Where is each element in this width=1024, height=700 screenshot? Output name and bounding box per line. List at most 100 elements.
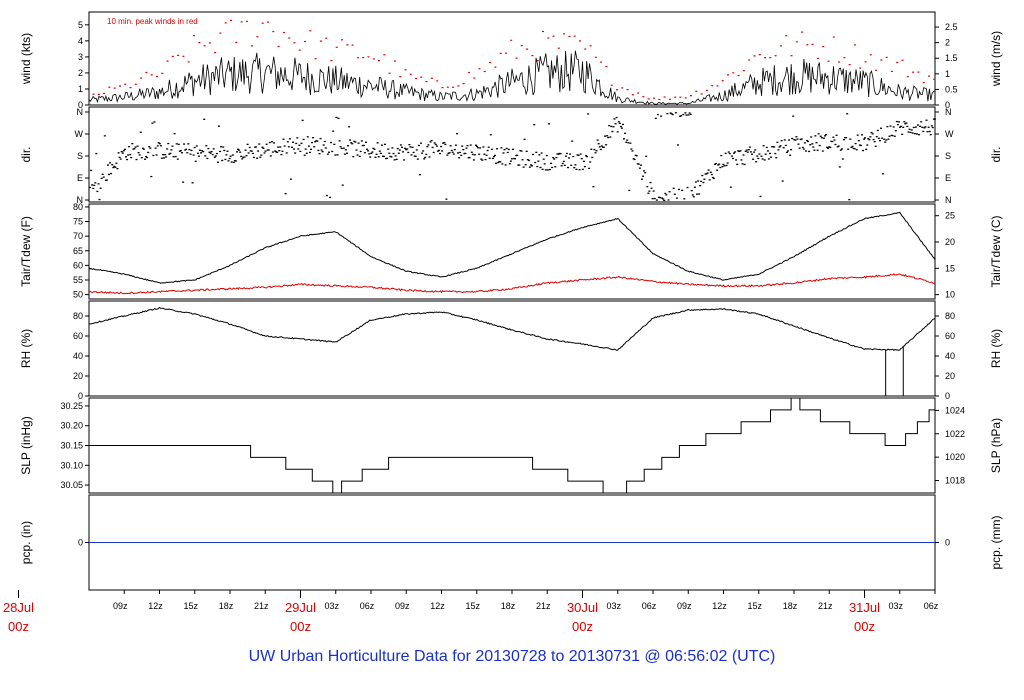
direction-point	[121, 152, 124, 154]
direction-point	[383, 155, 385, 158]
direction-point	[661, 197, 664, 199]
direction-point	[337, 117, 340, 119]
direction-point	[747, 149, 750, 151]
direction-point	[359, 150, 362, 153]
peak-wind-mark	[594, 56, 597, 58]
direction-point	[433, 142, 436, 144]
peak-wind-mark	[568, 35, 571, 38]
direction-point	[326, 153, 329, 155]
direction-point	[933, 118, 936, 120]
direction-point	[391, 147, 394, 149]
direction-point	[125, 156, 127, 158]
direction-point	[438, 149, 440, 152]
direction-point	[279, 146, 282, 148]
direction-point	[798, 147, 801, 149]
direction-point	[602, 146, 605, 148]
direction-point	[779, 145, 782, 147]
direction-point	[99, 187, 102, 189]
direction-point	[503, 149, 506, 151]
direction-point	[458, 157, 461, 159]
direction-point	[351, 143, 354, 145]
direction-point	[567, 166, 569, 169]
direction-point	[872, 138, 875, 141]
direction-point	[510, 158, 513, 160]
direction-point	[824, 135, 826, 137]
direction-point	[163, 157, 165, 159]
direction-point	[646, 186, 649, 188]
direction-point	[718, 163, 721, 165]
peak-wind-mark	[240, 21, 243, 23]
direction-point	[373, 148, 376, 150]
direction-point	[763, 159, 766, 161]
direction-point	[760, 155, 763, 157]
direction-point	[172, 156, 175, 158]
direction-point	[573, 167, 576, 169]
direction-point	[190, 149, 193, 152]
peak-wind-mark	[589, 45, 592, 47]
direction-point	[874, 145, 877, 147]
direction-point	[795, 136, 798, 138]
direction-point	[576, 154, 579, 156]
direction-point	[159, 145, 162, 147]
direction-point	[709, 171, 712, 173]
direction-point	[289, 178, 292, 180]
direction-point	[773, 146, 776, 148]
direction-point	[228, 157, 231, 160]
direction-point	[835, 134, 838, 136]
peak-wind-mark	[134, 83, 137, 85]
right-tick-label: 20	[945, 237, 955, 247]
x-hour-label: 12z	[430, 601, 445, 611]
direction-point	[466, 145, 469, 147]
direction-point	[416, 158, 419, 160]
direction-point	[541, 168, 544, 170]
direction-point	[283, 145, 286, 147]
direction-point	[404, 147, 407, 149]
peak-wind-mark	[542, 30, 544, 33]
direction-point	[777, 149, 780, 151]
direction-point	[626, 139, 629, 141]
direction-point	[708, 179, 711, 181]
x-hour-label: 09z	[113, 601, 128, 611]
peak-wind-mark	[885, 56, 888, 58]
direction-point	[734, 151, 737, 153]
direction-point	[838, 166, 841, 168]
peak-wind-mark	[335, 46, 338, 48]
peak-wind-mark	[441, 87, 444, 89]
direction-point	[642, 175, 645, 177]
direction-point	[506, 151, 509, 154]
direction-point	[508, 163, 511, 165]
right-tick-label: 1020	[945, 452, 965, 462]
peak-wind-mark	[505, 52, 507, 54]
direction-point	[441, 150, 444, 152]
direction-point	[561, 162, 564, 165]
peak-wind-mark	[187, 61, 190, 63]
peak-wind-mark	[843, 57, 846, 59]
left-tick-label: 30.15	[60, 441, 83, 451]
direction-point	[670, 113, 673, 115]
direction-point	[574, 164, 577, 166]
peak-wind-mark	[684, 97, 687, 99]
peak-wind-mark	[906, 76, 909, 78]
direction-point	[324, 147, 327, 149]
direction-point	[730, 155, 733, 157]
direction-point	[666, 113, 669, 115]
direction-point	[818, 144, 821, 147]
direction-point	[578, 169, 581, 171]
direction-point	[304, 148, 307, 150]
direction-point	[924, 126, 927, 128]
direction-point	[100, 177, 103, 179]
right-tick-label: 15	[945, 263, 955, 273]
direction-point	[306, 136, 309, 138]
direction-point	[439, 152, 441, 155]
direction-point	[360, 140, 363, 142]
direction-point	[446, 154, 449, 156]
direction-point	[781, 180, 784, 182]
direction-point	[739, 150, 742, 152]
direction-point	[487, 146, 490, 148]
direction-point	[539, 166, 542, 169]
direction-point	[334, 154, 337, 156]
direction-point	[905, 122, 908, 124]
direction-point	[916, 133, 918, 135]
direction-point	[184, 149, 187, 151]
peak-wind-mark	[695, 90, 698, 92]
